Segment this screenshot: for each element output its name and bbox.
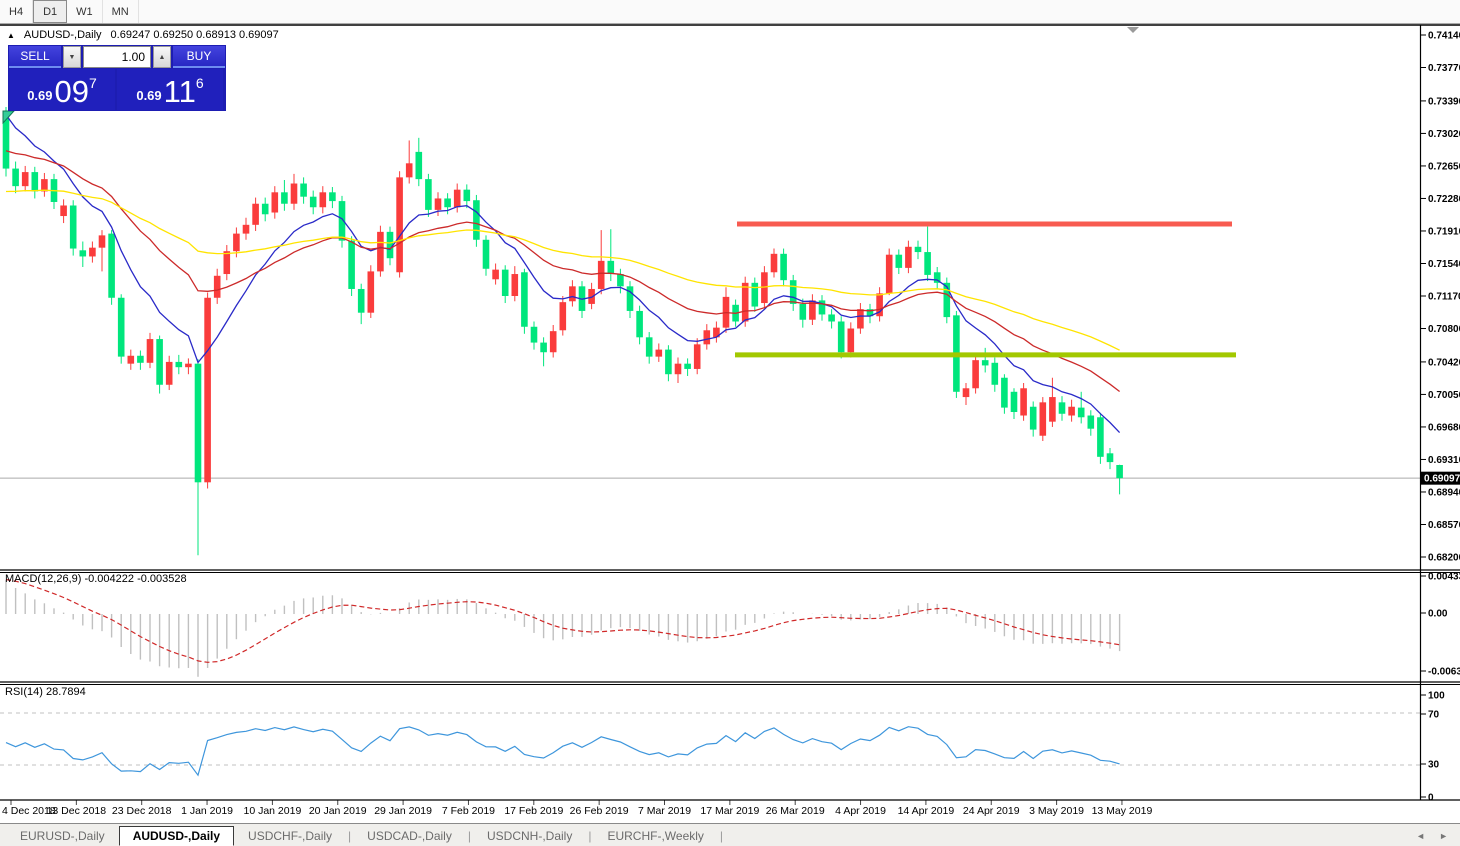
svg-text:10 Jan 2019: 10 Jan 2019 — [243, 805, 301, 817]
one-click-trading-panel: SELL ▼ 1.00 ▲ BUY 0.69 09 7 0.69 11 6 — [8, 45, 226, 111]
buy-price-button[interactable]: 0.69 11 6 — [117, 69, 223, 110]
sell-price-big: 09 — [54, 74, 89, 109]
svg-text:70: 70 — [1428, 710, 1440, 721]
tab-separator: | — [467, 828, 471, 843]
timeframe-button-D1[interactable]: D1 — [33, 0, 68, 23]
svg-text:17 Feb 2019: 17 Feb 2019 — [504, 805, 563, 817]
sell-price-button[interactable]: 0.69 09 7 — [9, 69, 115, 110]
chart-tab-usdchfdaily[interactable]: USDCHF-,Daily — [248, 828, 333, 843]
svg-text:0.00: 0.00 — [1428, 609, 1448, 620]
chart-title: ▲ AUDUSD-,Daily 0.69247 0.69250 0.68913 … — [7, 29, 279, 41]
symbol-marker-icon: ▲ — [7, 30, 15, 40]
svg-text:1 Jan 2019: 1 Jan 2019 — [181, 805, 233, 817]
volume-decrease-button[interactable]: ▼ — [63, 46, 81, 68]
timeframe-button-MN[interactable]: MN — [103, 0, 139, 23]
tab-scroll-right-icon[interactable]: ► — [1439, 830, 1448, 841]
buy-price-big: 11 — [163, 74, 196, 109]
svg-text:0: 0 — [1428, 793, 1434, 804]
chart-tab-usdcnhdaily[interactable]: USDCNH-,Daily — [486, 828, 573, 843]
tab-separator: | — [348, 828, 352, 843]
svg-text:3 May 2019: 3 May 2019 — [1029, 805, 1084, 817]
svg-text:14 Apr 2019: 14 Apr 2019 — [898, 805, 955, 817]
volume-input[interactable]: 1.00 — [83, 46, 151, 68]
chart-tab-usdcaddaily[interactable]: USDCAD-,Daily — [367, 828, 452, 843]
svg-text:4 Dec 2018: 4 Dec 2018 — [2, 805, 56, 817]
sell-price-pip: 7 — [89, 75, 97, 91]
timeframe-button-W1[interactable]: W1 — [67, 0, 103, 23]
timeframe-toolbar: H4 D1 W1 MN — [0, 0, 1460, 23]
svg-text:26 Mar 2019: 26 Mar 2019 — [766, 805, 825, 817]
buy-price-pip: 6 — [195, 75, 204, 91]
svg-text:24 Apr 2019: 24 Apr 2019 — [963, 805, 1020, 817]
svg-text:26 Feb 2019: 26 Feb 2019 — [570, 805, 629, 817]
buy-button[interactable]: BUY — [173, 46, 225, 68]
chart-tab-bar: EURUSD-,Daily AUDUSD-,Daily USDCHF-,Daily |… — [0, 823, 1460, 846]
chart-tab-eurusddaily[interactable]: EURUSD-,Daily — [20, 828, 105, 843]
tab-scroll-left-icon[interactable]: ◄ — [1416, 830, 1426, 841]
rsi-indicator-label: RSI(14) 28.7894 — [5, 686, 86, 698]
macd-indicator-label: MACD(12,26,9) -0.004222 -0.003528 — [5, 573, 187, 585]
chart-tab-audusddaily[interactable]: AUDUSD-,Daily — [118, 825, 235, 846]
svg-text:29 Jan 2019: 29 Jan 2019 — [374, 805, 432, 817]
svg-text:23 Dec 2018: 23 Dec 2018 — [112, 805, 172, 817]
chart-symbol-label: AUDUSD-,Daily — [23, 29, 102, 41]
timeframe-button-H4[interactable]: H4 — [0, 0, 34, 23]
svg-text:17 Mar 2019: 17 Mar 2019 — [700, 805, 759, 817]
chart-ohlc-values: 0.69247 0.69250 0.68913 0.69097 — [110, 29, 279, 41]
svg-text:30: 30 — [1428, 760, 1440, 771]
svg-text:4 Apr 2019: 4 Apr 2019 — [835, 805, 886, 817]
svg-text:100: 100 — [1428, 691, 1445, 702]
svg-text:0.004331: 0.004331 — [1428, 572, 1460, 583]
tab-separator: | — [719, 828, 724, 843]
svg-text:7 Feb 2019: 7 Feb 2019 — [442, 805, 495, 817]
volume-increase-button[interactable]: ▲ — [153, 46, 171, 68]
svg-text:20 Jan 2019: 20 Jan 2019 — [309, 805, 367, 817]
buy-price-prefix: 0.69 — [136, 88, 162, 103]
svg-text:7 Mar 2019: 7 Mar 2019 — [638, 805, 691, 817]
chart-tab-eurchfweekly[interactable]: EURCHF-,Weekly — [607, 828, 704, 843]
svg-text:0.69097: 0.69097 — [1424, 474, 1460, 485]
svg-text:-0.006373: -0.006373 — [1428, 667, 1460, 678]
sell-price-prefix: 0.69 — [27, 88, 53, 103]
svg-text:13 May 2019: 13 May 2019 — [1092, 805, 1153, 817]
svg-text:13 Dec 2018: 13 Dec 2018 — [47, 805, 107, 817]
tab-separator: | — [588, 828, 592, 843]
sell-button[interactable]: SELL — [9, 46, 61, 68]
